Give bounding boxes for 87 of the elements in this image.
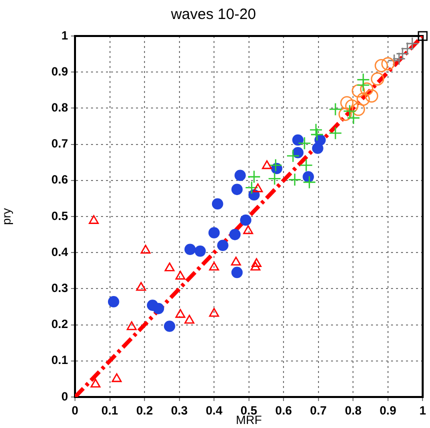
- point: [406, 36, 419, 50]
- point: [364, 89, 378, 103]
- point: [300, 158, 313, 172]
- y-tick-label: 0.5: [51, 208, 68, 223]
- point: [240, 214, 252, 226]
- y-tick-label: 0.8: [51, 100, 68, 115]
- point: [298, 136, 312, 150]
- point: [381, 57, 395, 70]
- x-tick-label: 0.6: [275, 404, 292, 418]
- point: [388, 54, 401, 68]
- point: [400, 42, 414, 56]
- point: [126, 321, 137, 330]
- y-tick-label: 0.4: [51, 244, 68, 259]
- point: [194, 246, 206, 257]
- point: [88, 215, 99, 224]
- point: [175, 270, 186, 280]
- x-tick-label: 0.7: [310, 404, 328, 418]
- point: [231, 256, 241, 266]
- chart-title: waves 10-20: [170, 6, 256, 24]
- point: [164, 320, 176, 332]
- x-tick-label: 0.1: [101, 404, 118, 418]
- y-tick-label: 0.7: [51, 136, 68, 151]
- point: [356, 78, 370, 92]
- y-tick-label: 0.9: [51, 64, 68, 78]
- point: [392, 52, 406, 66]
- point: [268, 172, 282, 186]
- x-tick-label: 0.9: [380, 404, 397, 418]
- point: [247, 170, 261, 184]
- point: [340, 96, 354, 110]
- point: [309, 123, 323, 137]
- point: [310, 128, 324, 142]
- point: [292, 134, 304, 146]
- point: [262, 160, 272, 170]
- point: [312, 142, 324, 154]
- point: [360, 82, 374, 96]
- point: [231, 266, 243, 278]
- y-tick-label: 0.2: [51, 317, 68, 332]
- point: [288, 173, 302, 186]
- point: [252, 258, 262, 267]
- y-axis-title: pry: [0, 208, 14, 225]
- point: [352, 102, 366, 116]
- point: [217, 240, 228, 252]
- point: [136, 282, 146, 291]
- point: [184, 244, 196, 255]
- point: [338, 108, 352, 121]
- point: [345, 99, 358, 113]
- x-tick-label: 1: [419, 404, 426, 418]
- point: [209, 262, 220, 271]
- point: [234, 170, 246, 181]
- y-tick-label: 0: [61, 389, 68, 404]
- point: [231, 184, 243, 196]
- y-tick-label: 0.3: [51, 281, 68, 296]
- point: [396, 47, 410, 60]
- point: [370, 72, 384, 86]
- point: [250, 262, 260, 271]
- point: [302, 176, 316, 189]
- point: [328, 126, 342, 140]
- point: [164, 262, 175, 272]
- x-tick-label: 0.2: [136, 404, 154, 418]
- point: [209, 308, 220, 317]
- x-tick-label: 0.4: [206, 404, 223, 418]
- point: [229, 228, 241, 240]
- point: [175, 309, 186, 318]
- point: [328, 102, 342, 116]
- x-tick-label: 0.8: [344, 404, 362, 418]
- point: [352, 84, 366, 98]
- point: [140, 244, 151, 254]
- point: [268, 158, 282, 172]
- point: [286, 149, 300, 162]
- point: [418, 31, 428, 41]
- x-tick-label: 0: [72, 404, 79, 418]
- point: [208, 227, 220, 238]
- point: [356, 92, 370, 106]
- y-tick-label: 0.1: [51, 353, 68, 368]
- x-tick-label: 0.3: [170, 404, 188, 418]
- point: [152, 302, 164, 314]
- point: [108, 296, 120, 308]
- point: [252, 183, 263, 192]
- point: [374, 58, 388, 72]
- point: [212, 198, 224, 210]
- point: [243, 225, 254, 234]
- point: [244, 180, 258, 194]
- point: [90, 378, 100, 388]
- y-tick-label: 0.6: [51, 172, 68, 187]
- point: [184, 314, 194, 324]
- point: [112, 373, 122, 382]
- y-tick-label: 1: [61, 28, 68, 42]
